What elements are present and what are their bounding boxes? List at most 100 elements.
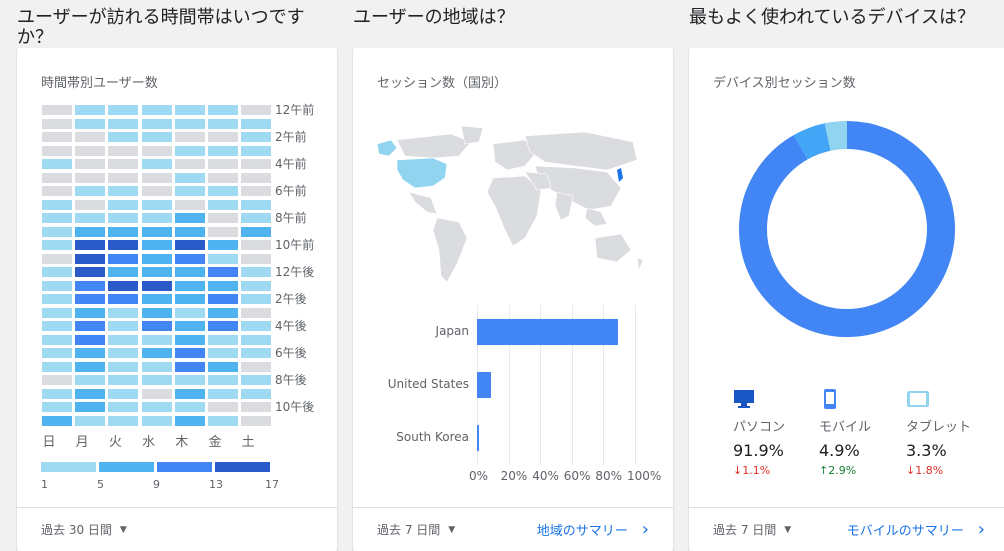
heatmap-cell[interactable] <box>141 213 172 223</box>
heatmap-cell[interactable] <box>42 186 72 196</box>
heatmap-cell[interactable] <box>75 321 106 331</box>
heatmap-cell[interactable] <box>141 253 172 264</box>
heatmap-cell[interactable] <box>141 361 172 372</box>
heatmap-cell[interactable] <box>174 186 205 196</box>
heatmap-cell[interactable] <box>208 348 238 358</box>
heatmap-cell[interactable] <box>141 226 172 237</box>
heatmap-cell[interactable] <box>174 294 205 304</box>
heatmap-cell[interactable] <box>42 213 72 223</box>
heatmap-cell[interactable] <box>208 375 238 385</box>
heatmap-cell[interactable] <box>75 186 106 196</box>
heatmap-cell[interactable] <box>108 307 139 318</box>
heatmap-cell[interactable] <box>241 213 272 223</box>
heatmap-cell[interactable] <box>108 348 139 358</box>
heatmap-cell[interactable] <box>108 226 139 237</box>
heatmap-cell[interactable] <box>141 159 172 169</box>
heatmap-cell[interactable] <box>141 240 172 250</box>
heatmap-cell[interactable] <box>174 280 205 291</box>
heatmap-cell[interactable] <box>241 307 272 318</box>
heatmap-cell[interactable] <box>42 172 72 183</box>
heatmap-cell[interactable] <box>241 294 272 304</box>
heatmap-cell[interactable] <box>208 226 238 237</box>
heatmap-cell[interactable] <box>174 361 205 372</box>
heatmap-cell[interactable] <box>108 388 139 399</box>
heatmap-cell[interactable] <box>75 159 106 169</box>
bar-south-korea[interactable] <box>477 425 479 452</box>
heatmap-cell[interactable] <box>141 132 172 142</box>
heatmap-cell[interactable] <box>208 145 238 156</box>
heatmap-cell[interactable] <box>174 213 205 223</box>
heatmap-cell[interactable] <box>75 132 106 142</box>
heatmap-cell[interactable] <box>241 388 272 399</box>
heatmap-cell[interactable] <box>108 361 139 372</box>
bar-japan[interactable] <box>477 318 618 345</box>
heatmap-cell[interactable] <box>42 132 72 142</box>
heatmap-cell[interactable] <box>141 105 172 115</box>
heatmap-cell[interactable] <box>42 226 72 237</box>
heatmap-cell[interactable] <box>174 375 205 385</box>
heatmap-cell[interactable] <box>75 334 106 345</box>
heatmap-cell[interactable] <box>75 388 106 399</box>
heatmap-cell[interactable] <box>208 415 238 426</box>
heatmap-cell[interactable] <box>75 213 106 223</box>
heatmap-cell[interactable] <box>174 402 205 412</box>
heatmap-cell[interactable] <box>208 159 238 169</box>
heatmap-cell[interactable] <box>42 307 72 318</box>
heatmap-cell[interactable] <box>42 118 72 129</box>
world-map[interactable] <box>375 126 651 288</box>
heatmap-cell[interactable] <box>141 118 172 129</box>
heatmap-cell[interactable] <box>174 199 205 210</box>
heatmap-cell[interactable] <box>174 334 205 345</box>
heatmap-cell[interactable] <box>42 348 72 358</box>
heatmap-cell[interactable] <box>141 375 172 385</box>
heatmap-cell[interactable] <box>42 402 72 412</box>
heatmap-cell[interactable] <box>42 321 72 331</box>
heatmap-cell[interactable] <box>208 132 238 142</box>
heatmap-cell[interactable] <box>241 253 272 264</box>
heatmap-cell[interactable] <box>208 199 238 210</box>
heatmap-cell[interactable] <box>75 348 106 358</box>
heatmap-cell[interactable] <box>241 145 272 156</box>
heatmap-cell[interactable] <box>174 118 205 129</box>
heatmap-cell[interactable] <box>208 280 238 291</box>
date-range-dropdown[interactable]: 過去 7 日間 ▼ <box>377 521 455 538</box>
heatmap-cell[interactable] <box>208 361 238 372</box>
heatmap-cell[interactable] <box>141 348 172 358</box>
donut-slice[interactable] <box>793 123 832 160</box>
heatmap-cell[interactable] <box>208 294 238 304</box>
heatmap-cell[interactable] <box>108 105 139 115</box>
heatmap-cell[interactable] <box>108 415 139 426</box>
device-donut-chart[interactable] <box>739 121 955 337</box>
donut-slice[interactable] <box>824 121 848 151</box>
heatmap-cell[interactable] <box>141 388 172 399</box>
heatmap-cell[interactable] <box>208 388 238 399</box>
heatmap-cell[interactable] <box>141 267 172 277</box>
heatmap-cell[interactable] <box>241 280 272 291</box>
heatmap-cell[interactable] <box>174 172 205 183</box>
heatmap-cell[interactable] <box>141 199 172 210</box>
heatmap-cell[interactable] <box>174 267 205 277</box>
heatmap-cell[interactable] <box>75 240 106 250</box>
heatmap-cell[interactable] <box>141 334 172 345</box>
heatmap-cell[interactable] <box>42 361 72 372</box>
heatmap-cell[interactable] <box>141 307 172 318</box>
heatmap-cell[interactable] <box>174 159 205 169</box>
heatmap-cell[interactable] <box>241 240 272 250</box>
heatmap-cell[interactable] <box>75 375 106 385</box>
heatmap-cell[interactable] <box>42 145 72 156</box>
heatmap-cell[interactable] <box>174 348 205 358</box>
heatmap-cell[interactable] <box>75 267 106 277</box>
mobile-summary-link[interactable]: モバイルのサマリー › <box>847 519 985 540</box>
heatmap-cell[interactable] <box>208 307 238 318</box>
heatmap-cell[interactable] <box>208 267 238 277</box>
heatmap-cell[interactable] <box>75 294 106 304</box>
heatmap-cell[interactable] <box>108 199 139 210</box>
heatmap-cell[interactable] <box>108 132 139 142</box>
heatmap-cell[interactable] <box>241 402 272 412</box>
heatmap-cell[interactable] <box>174 253 205 264</box>
heatmap-cell[interactable] <box>141 294 172 304</box>
heatmap-cell[interactable] <box>141 280 172 291</box>
heatmap-cell[interactable] <box>42 105 72 115</box>
heatmap-cell[interactable] <box>241 334 272 345</box>
heatmap-cell[interactable] <box>241 375 272 385</box>
